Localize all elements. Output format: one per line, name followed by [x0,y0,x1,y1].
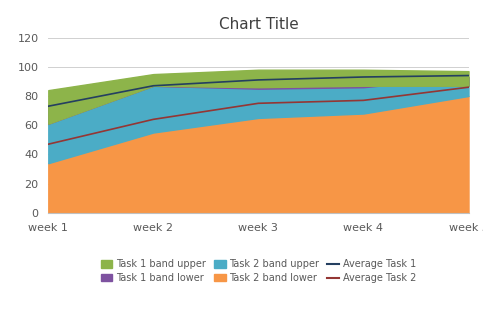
Title: Chart Title: Chart Title [218,17,298,32]
Legend: Task 1 band upper, Task 1 band lower, Task 2 band upper, Task 2 band lower, Aver: Task 1 band upper, Task 1 band lower, Ta… [98,256,419,286]
